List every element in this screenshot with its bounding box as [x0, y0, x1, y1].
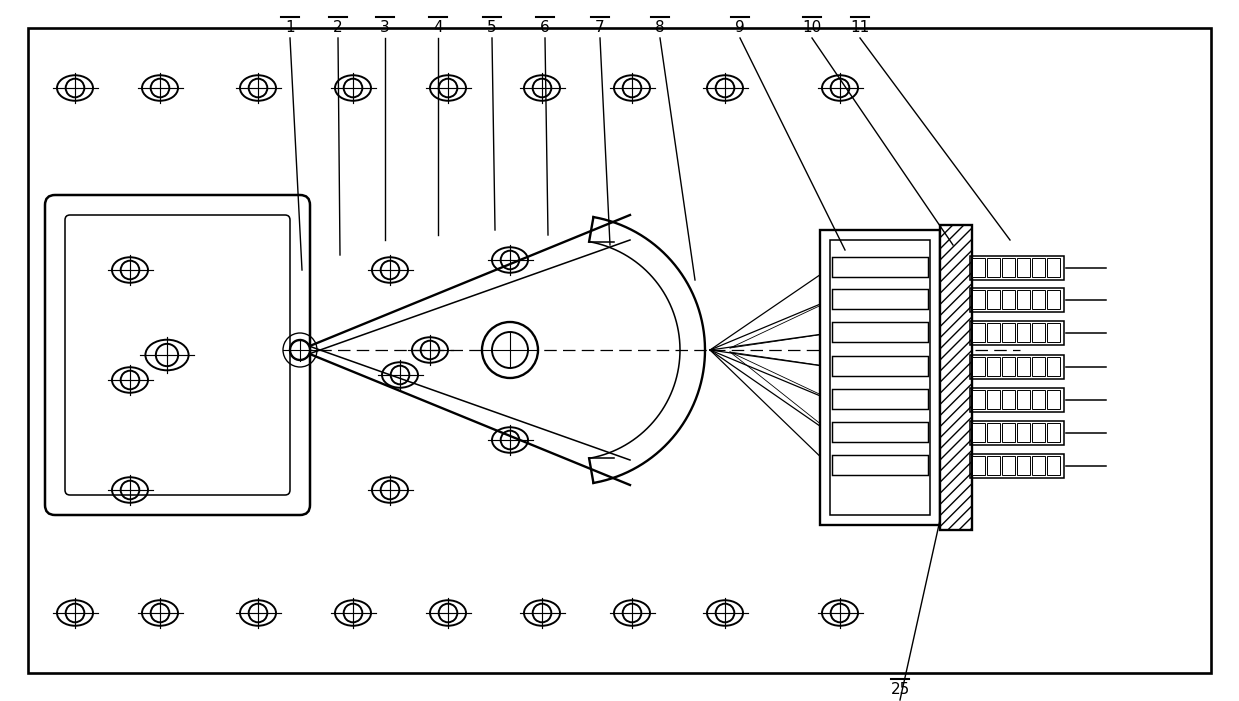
Circle shape — [290, 340, 310, 360]
Bar — [987, 258, 1000, 277]
Text: 5: 5 — [487, 20, 497, 35]
Bar — [970, 454, 1064, 478]
Bar — [940, 225, 973, 530]
Bar — [973, 456, 985, 475]
Bar — [970, 288, 1064, 312]
Bar — [1032, 290, 1044, 309]
Bar — [1002, 357, 1015, 376]
Bar — [1017, 423, 1030, 442]
Bar — [1017, 357, 1030, 376]
Bar — [970, 256, 1064, 280]
Bar — [1017, 290, 1030, 309]
Bar — [970, 355, 1064, 379]
Bar — [1017, 323, 1030, 342]
Bar — [973, 290, 985, 309]
Text: 25: 25 — [891, 682, 909, 697]
Text: 6: 6 — [540, 20, 550, 35]
Bar — [1047, 390, 1061, 409]
Bar — [1017, 258, 1030, 277]
Bar — [987, 357, 1000, 376]
Bar — [1032, 357, 1044, 376]
Bar — [1002, 423, 1015, 442]
Bar — [1002, 456, 1015, 475]
Bar — [830, 240, 930, 515]
Bar — [833, 422, 928, 442]
Text: 4: 4 — [434, 20, 442, 35]
Bar — [987, 323, 1000, 342]
Bar — [1032, 423, 1044, 442]
Bar — [970, 321, 1064, 345]
Bar — [833, 289, 928, 309]
Bar — [833, 389, 928, 409]
Bar — [1017, 456, 1030, 475]
Bar — [973, 258, 985, 277]
Bar — [820, 230, 940, 525]
Bar — [973, 323, 985, 342]
Bar — [1002, 290, 1015, 309]
Bar — [970, 421, 1064, 445]
Text: 2: 2 — [333, 20, 343, 35]
Bar — [1047, 290, 1061, 309]
Bar — [973, 357, 985, 376]
Bar — [833, 322, 928, 342]
Bar — [1032, 323, 1044, 342]
Bar — [1047, 357, 1061, 376]
Text: 7: 7 — [595, 20, 605, 35]
Bar — [1017, 390, 1030, 409]
Bar — [1047, 323, 1061, 342]
Bar — [973, 423, 985, 442]
Bar — [987, 423, 1000, 442]
Circle shape — [482, 322, 538, 378]
Bar — [973, 390, 985, 409]
Text: 10: 10 — [803, 20, 821, 35]
Bar — [833, 257, 928, 277]
Bar — [1032, 456, 1044, 475]
Bar — [987, 390, 1000, 409]
Text: 3: 3 — [380, 20, 390, 35]
Text: 1: 1 — [285, 20, 295, 35]
Bar — [1002, 258, 1015, 277]
Bar — [833, 455, 928, 475]
Bar — [1047, 423, 1061, 442]
Text: 11: 11 — [850, 20, 870, 35]
Text: 9: 9 — [735, 20, 745, 35]
Bar — [1047, 456, 1061, 475]
Bar — [987, 456, 1000, 475]
Bar — [1032, 390, 1044, 409]
Bar — [970, 388, 1064, 412]
Bar — [1032, 258, 1044, 277]
Bar — [833, 356, 928, 376]
Bar — [1002, 323, 1015, 342]
Bar — [987, 290, 1000, 309]
Text: 8: 8 — [655, 20, 665, 35]
Bar — [1047, 258, 1061, 277]
Bar — [1002, 390, 1015, 409]
